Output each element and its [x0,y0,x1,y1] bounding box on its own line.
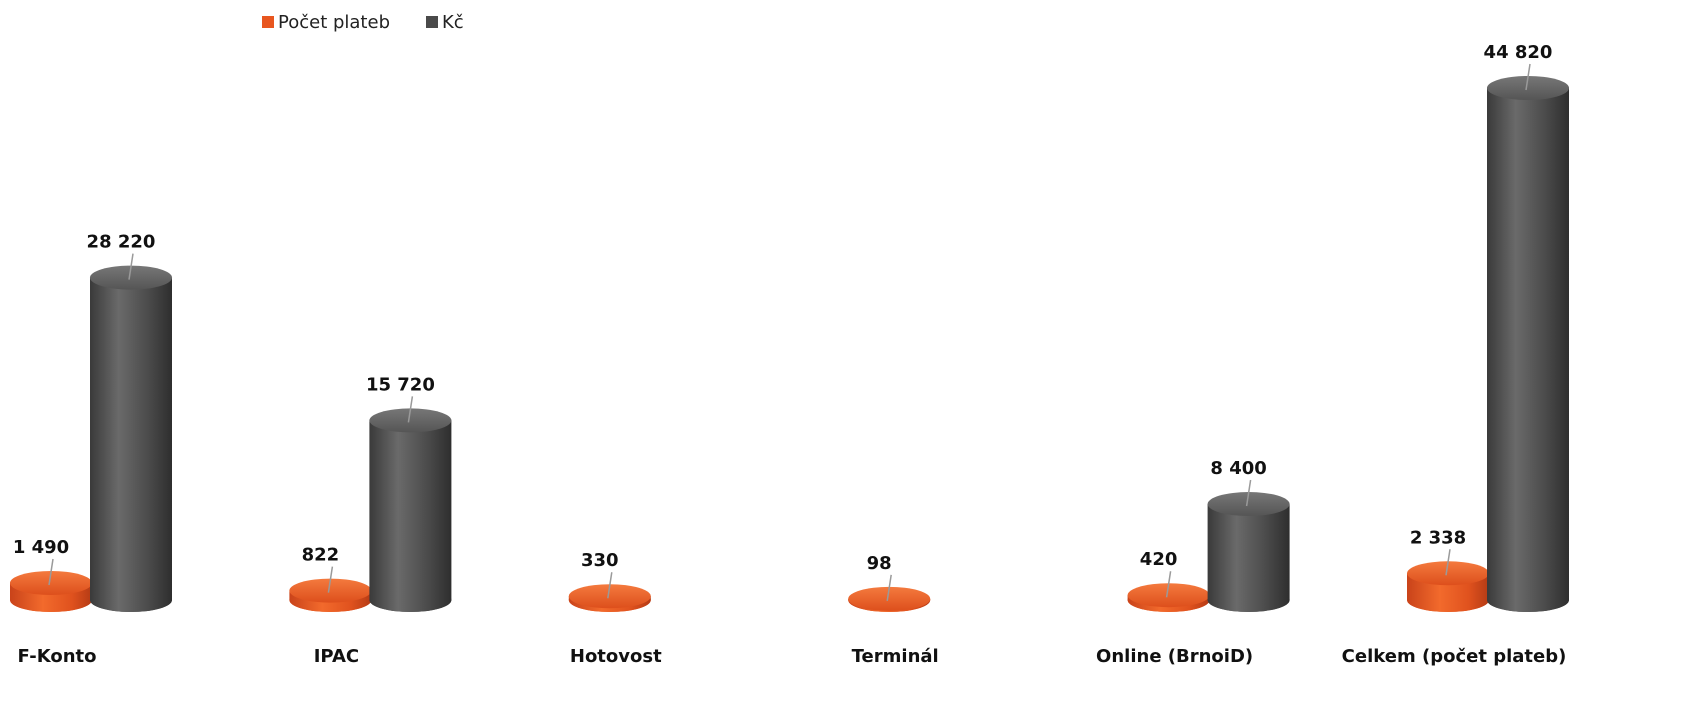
category-label-hotovost: Hotovost [570,646,662,667]
bar-pocet-plateb-online-brnoid-leader [1165,571,1172,598]
data-label-pocet-plateb-celkem-pocet-plateb: 2 338 [1410,527,1466,548]
bar-kc-f-konto: 28 220 [87,232,172,612]
bar-pocet-plateb-ipac-leader [327,566,334,593]
data-label-pocet-plateb-hotovost: 330 [581,550,619,571]
data-label-pocet-plateb-f-konto: 1 490 [13,537,69,558]
bar-pocet-plateb-f-konto: 1 490 [10,537,92,612]
plot-area: 1 490 28 220 F-Konto 822 15 720 IPAC 330 Hotovo… [10,42,1569,667]
legend-label-pocet-plateb: Počet plateb [278,12,390,33]
bar-kc-online-brnoid: 8 400 [1207,458,1290,612]
bar-kc-celkem-pocet-plateb: 44 820 [1484,42,1569,612]
bar-pocet-plateb-f-konto-leader [48,558,54,586]
data-label-kc-f-konto: 28 220 [87,232,156,253]
data-label-kc-online-brnoid: 8 400 [1210,458,1266,479]
data-label-pocet-plateb-ipac: 822 [302,545,340,566]
bar-pocet-plateb-celkem-pocet-plateb-leader [1445,549,1451,576]
bar-pocet-plateb-terminal: 98 [848,553,931,612]
legend-label-kc: Kč [442,12,464,33]
bar-pocet-plateb-ipac: 822 [289,545,372,612]
data-label-kc-celkem-pocet-plateb: 44 820 [1484,42,1553,63]
bar-kc-online-brnoid-top [1207,492,1290,517]
bar-kc-f-konto-leader [128,253,134,280]
legend: Počet plateb Kč [262,12,464,33]
bar-pocet-plateb-celkem-pocet-plateb-top [1407,561,1489,586]
data-label-kc-ipac: 15 720 [366,374,435,395]
bar-kc-ipac: 15 720 [366,374,452,612]
category-label-ipac: IPAC [314,646,359,667]
bar-kc-f-konto-top [90,265,172,290]
bar-pocet-plateb-celkem-pocet-plateb: 2 338 [1407,527,1489,612]
category-label-online-brnoid: Online (BrnoiD) [1096,646,1253,667]
category-label-f-konto: F-Konto [18,646,97,667]
category-label-terminal: Terminál [852,646,939,667]
data-label-pocet-plateb-terminal: 98 [867,553,892,574]
data-label-pocet-plateb-online-brnoid: 420 [1140,549,1178,570]
bar-kc-celkem-pocet-plateb-body [1487,88,1569,612]
legend-swatch-kc [426,16,438,28]
bar-pocet-plateb-hotovost: 330 [568,550,651,612]
bar-pocet-plateb-online-brnoid-top [1127,583,1210,608]
bar-pocet-plateb-hotovost-top [568,584,651,609]
bar-kc-ipac-body [369,420,452,612]
bar-kc-celkem-pocet-plateb-top [1487,76,1569,100]
bar-pocet-plateb-online-brnoid: 420 [1127,549,1210,612]
bar-kc-ipac-leader [407,396,414,423]
bar-kc-ipac-top [369,408,452,433]
bar-pocet-plateb-f-konto-top [10,570,92,595]
bar-pocet-plateb-terminal-top [848,586,931,611]
bar-kc-f-konto-body [90,277,172,612]
bar-pocet-plateb-terminal-leader [886,574,892,601]
bar-pocet-plateb-hotovost-leader [607,572,613,599]
category-label-celkem-pocet-plateb: Celkem (počet plateb) [1342,646,1567,667]
bar-kc-celkem-pocet-plateb-leader [1525,63,1531,91]
bar-pocet-plateb-ipac-top [289,578,372,603]
bar-kc-online-brnoid-leader [1245,479,1252,507]
bar-kc-online-brnoid-body [1207,504,1290,612]
legend-swatch-pocet-plateb [262,16,274,28]
